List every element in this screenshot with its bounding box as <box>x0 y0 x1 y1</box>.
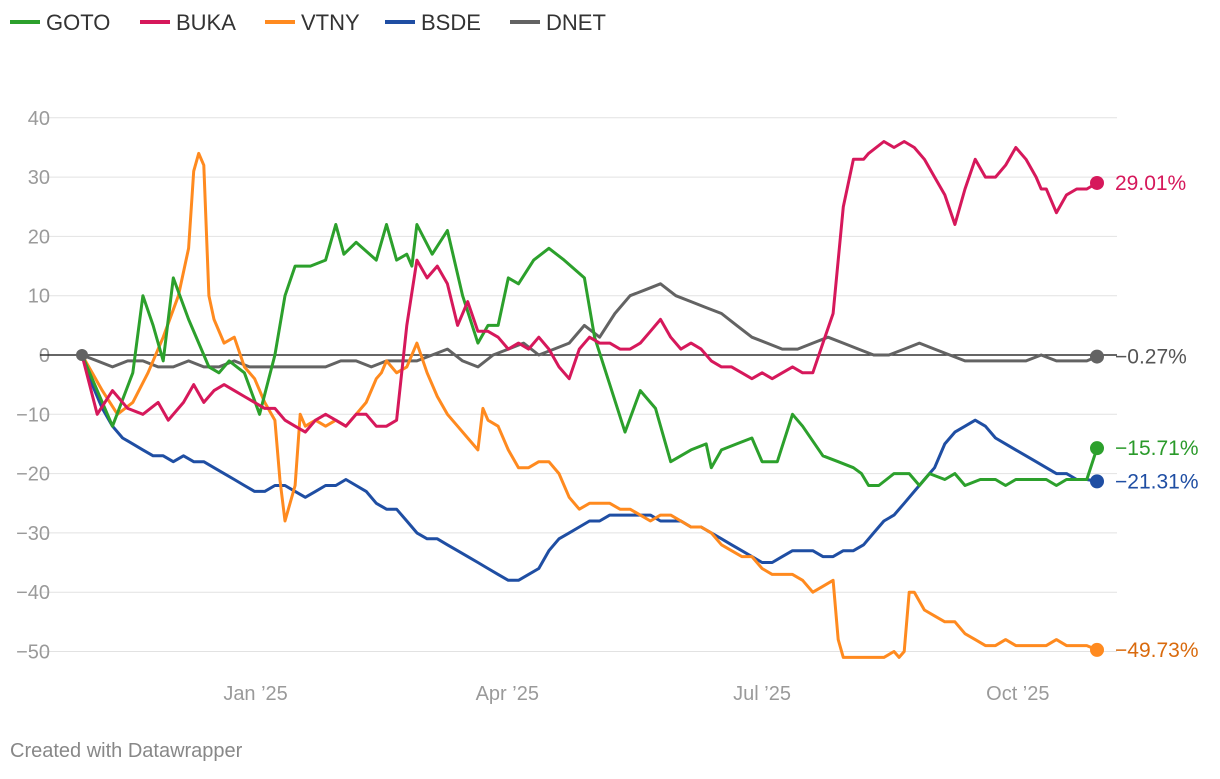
end-label-goto: −15.71% <box>1115 437 1199 460</box>
end-point-dnet <box>1090 349 1104 364</box>
y-tick-label: 30 <box>28 167 50 189</box>
y-tick-label: 10 <box>28 286 50 308</box>
y-tick-label: 20 <box>28 226 50 248</box>
legend-item-bsde: BSDE <box>385 10 481 35</box>
legend-item-vtny: VTNY <box>265 10 360 35</box>
series-lines <box>80 140 1099 659</box>
y-tick-label: 0 <box>39 345 50 367</box>
x-tick-label: Jul ’25 <box>733 683 791 705</box>
legend-item-dnet: DNET <box>510 10 606 35</box>
legend-item-goto: GOTO <box>10 10 110 35</box>
legend-label: BSDE <box>421 10 481 35</box>
end-point-goto <box>1090 441 1104 456</box>
series-endpoints <box>76 175 1104 657</box>
gridlines <box>40 117 1117 652</box>
end-point-bsde <box>1090 474 1104 489</box>
series-line-vtny <box>80 151 1099 659</box>
legend-label: VTNY <box>301 10 360 35</box>
start-point <box>76 349 88 361</box>
series-line-buka <box>80 140 1099 434</box>
legend-label: GOTO <box>46 10 110 35</box>
y-axis: 40 30 20 10 0 −10 −20 −30 −40 −50 <box>16 108 50 664</box>
x-tick-label: Oct ’25 <box>986 683 1049 705</box>
legend-label: DNET <box>546 10 606 35</box>
y-tick-label: −10 <box>16 404 50 426</box>
x-axis: Jan ’25 Apr ’25 Jul ’25 Oct ’25 <box>223 683 1049 705</box>
y-tick-label: −20 <box>16 464 50 486</box>
y-tick-label: −30 <box>16 523 50 545</box>
y-tick-label: −50 <box>16 642 50 664</box>
x-tick-label: Jan ’25 <box>223 683 288 705</box>
end-label-dnet: −0.27% <box>1115 346 1187 369</box>
end-label-vtny: −49.73% <box>1115 639 1199 662</box>
end-labels: −15.71% 29.01% −49.73% −21.31% −0.27% <box>1115 172 1199 662</box>
end-point-buka <box>1090 175 1104 190</box>
y-tick-label: −40 <box>16 582 50 604</box>
series-line-dnet <box>80 282 1099 369</box>
y-tick-label: 40 <box>28 108 50 130</box>
x-tick-label: Apr ’25 <box>476 683 539 705</box>
end-label-bsde: −21.31% <box>1115 470 1199 493</box>
legend-label: BUKA <box>176 10 236 35</box>
end-point-vtny <box>1090 642 1104 657</box>
legend: GOTO BUKA VTNY BSDE DNET <box>10 10 606 35</box>
series-line-bsde <box>80 353 1099 582</box>
footer-credit: Created with Datawrapper <box>10 740 243 762</box>
legend-item-buka: BUKA <box>140 10 236 35</box>
series-line-goto <box>80 223 1099 487</box>
end-label-buka: 29.01% <box>1115 172 1186 195</box>
